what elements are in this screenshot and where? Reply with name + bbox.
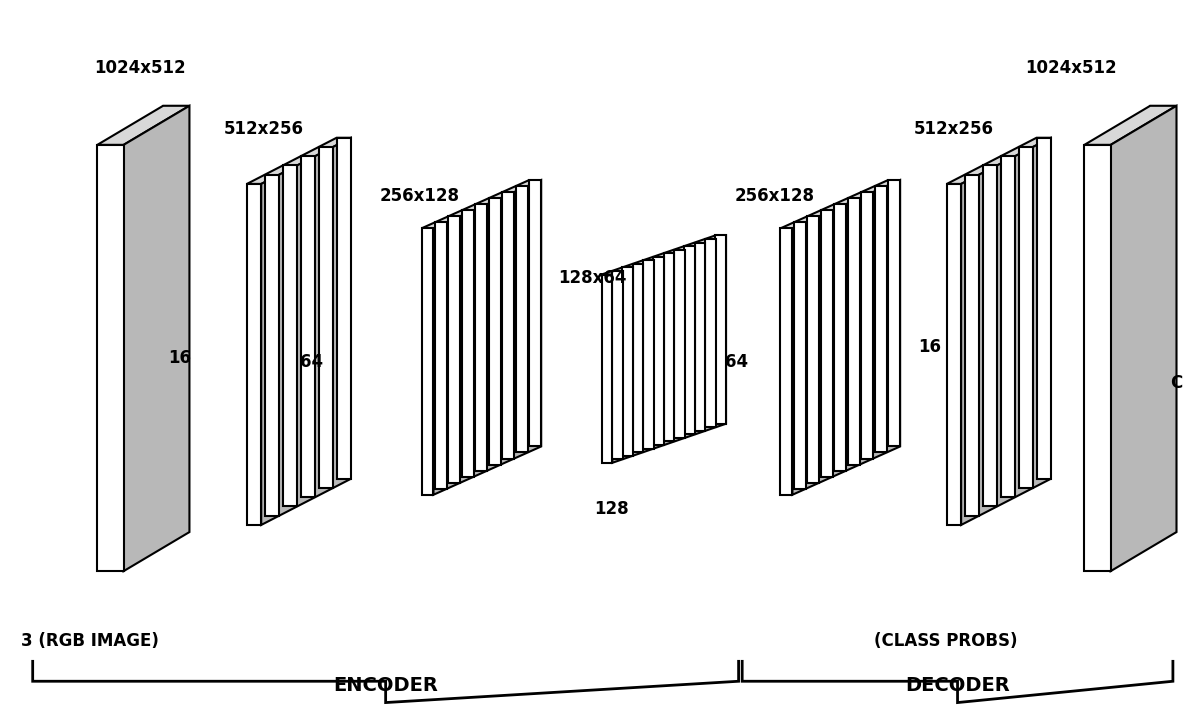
Bar: [264, 175, 279, 516]
Text: 1024x512: 1024x512: [95, 59, 186, 77]
Bar: [875, 186, 887, 453]
Bar: [1084, 145, 1111, 571]
Polygon shape: [792, 180, 900, 495]
Bar: [489, 198, 501, 465]
Text: 64: 64: [725, 352, 748, 371]
Bar: [795, 222, 805, 489]
Bar: [643, 261, 654, 449]
Polygon shape: [422, 180, 541, 228]
Bar: [861, 192, 873, 458]
Polygon shape: [1084, 106, 1177, 145]
Polygon shape: [434, 180, 541, 495]
Bar: [704, 239, 715, 427]
Polygon shape: [261, 137, 351, 525]
Bar: [623, 267, 633, 455]
Bar: [300, 156, 315, 497]
Text: 64: 64: [299, 352, 323, 371]
Text: 16: 16: [168, 349, 191, 367]
Bar: [246, 184, 261, 525]
Bar: [435, 222, 447, 489]
Bar: [664, 253, 674, 442]
Bar: [834, 204, 846, 470]
Polygon shape: [246, 137, 351, 184]
Polygon shape: [612, 236, 726, 463]
Text: 128: 128: [594, 500, 629, 518]
Polygon shape: [947, 137, 1051, 184]
Text: ENCODER: ENCODER: [333, 677, 438, 695]
Bar: [1150, 106, 1177, 532]
Bar: [502, 192, 514, 458]
Bar: [632, 264, 643, 452]
Bar: [319, 147, 333, 488]
Text: 3 (RGB IMAGE): 3 (RGB IMAGE): [20, 632, 159, 649]
Bar: [462, 211, 474, 477]
Bar: [1000, 156, 1014, 497]
Polygon shape: [780, 180, 900, 228]
Bar: [601, 274, 612, 463]
Bar: [282, 165, 297, 506]
Polygon shape: [601, 236, 726, 274]
Polygon shape: [124, 106, 190, 571]
Bar: [516, 186, 528, 453]
Bar: [163, 106, 190, 532]
Bar: [448, 216, 460, 483]
Polygon shape: [962, 137, 1051, 525]
Bar: [965, 175, 980, 516]
Bar: [653, 257, 664, 445]
Bar: [422, 228, 434, 495]
Bar: [780, 228, 792, 495]
Text: 512x256: 512x256: [224, 120, 304, 137]
Text: 256x128: 256x128: [379, 188, 459, 205]
Text: 512x256: 512x256: [914, 120, 994, 137]
Bar: [808, 216, 820, 483]
Bar: [983, 165, 996, 506]
Bar: [337, 137, 351, 479]
Bar: [715, 236, 726, 424]
Text: 16: 16: [918, 339, 941, 357]
Text: C: C: [1171, 374, 1183, 392]
Polygon shape: [97, 106, 190, 145]
Bar: [1036, 137, 1051, 479]
Text: (CLASS PROBS): (CLASS PROBS): [874, 632, 1017, 649]
Bar: [674, 250, 685, 438]
Bar: [847, 198, 859, 465]
Bar: [947, 184, 962, 525]
Bar: [529, 180, 541, 447]
Text: DECODER: DECODER: [905, 677, 1010, 695]
Text: 128x64: 128x64: [559, 269, 627, 287]
Bar: [821, 211, 833, 477]
Bar: [888, 180, 900, 447]
Bar: [475, 204, 487, 470]
Bar: [684, 246, 695, 435]
Text: 1024x512: 1024x512: [1025, 59, 1117, 77]
Text: 256x128: 256x128: [734, 188, 815, 205]
Bar: [612, 271, 623, 459]
Bar: [97, 145, 124, 571]
Polygon shape: [1111, 106, 1177, 571]
Bar: [1018, 147, 1033, 488]
Bar: [695, 243, 706, 431]
